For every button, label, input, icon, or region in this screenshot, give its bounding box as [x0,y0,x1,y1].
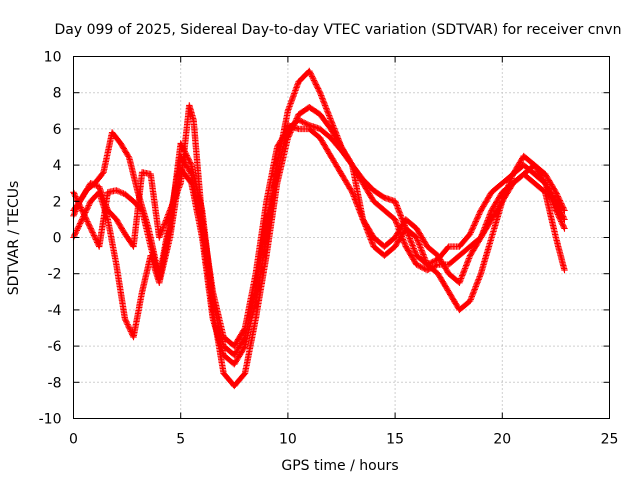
x-tick-label: 0 [69,432,78,448]
y-tick-labels: -10 -8 -6 -4 -2 0 2 4 6 8 10 [39,50,62,428]
y-tick-label: 0 [53,231,62,247]
x-tick-label: 10 [279,432,297,448]
x-tick-label: 15 [386,432,404,448]
x-tick-label: 5 [176,432,185,448]
y-tick-label: -2 [48,267,62,283]
y-tick-label: -4 [48,303,62,319]
x-tick-label: 20 [493,432,511,448]
x-tick-label: 25 [601,432,619,448]
y-tick-label: 6 [53,122,62,138]
y-tick-label: -6 [48,339,62,355]
x-tick-labels: 0 5 10 15 20 25 [69,432,618,448]
chart-title: Day 099 of 2025, Sidereal Day-to-day VTE… [55,22,622,38]
y-tick-label: 2 [53,194,62,210]
y-tick-label: 4 [53,158,62,174]
y-tick-label: -8 [48,375,62,391]
y-tick-label: 8 [53,86,62,102]
y-tick-label: -10 [39,412,62,428]
y-axis-title: SDTVAR / TECUs [6,181,22,296]
x-axis-title: GPS time / hours [281,458,398,474]
grid [73,56,610,419]
data-marks [70,67,568,390]
axis-ticks [73,56,610,419]
y-tick-label: 10 [44,50,62,66]
